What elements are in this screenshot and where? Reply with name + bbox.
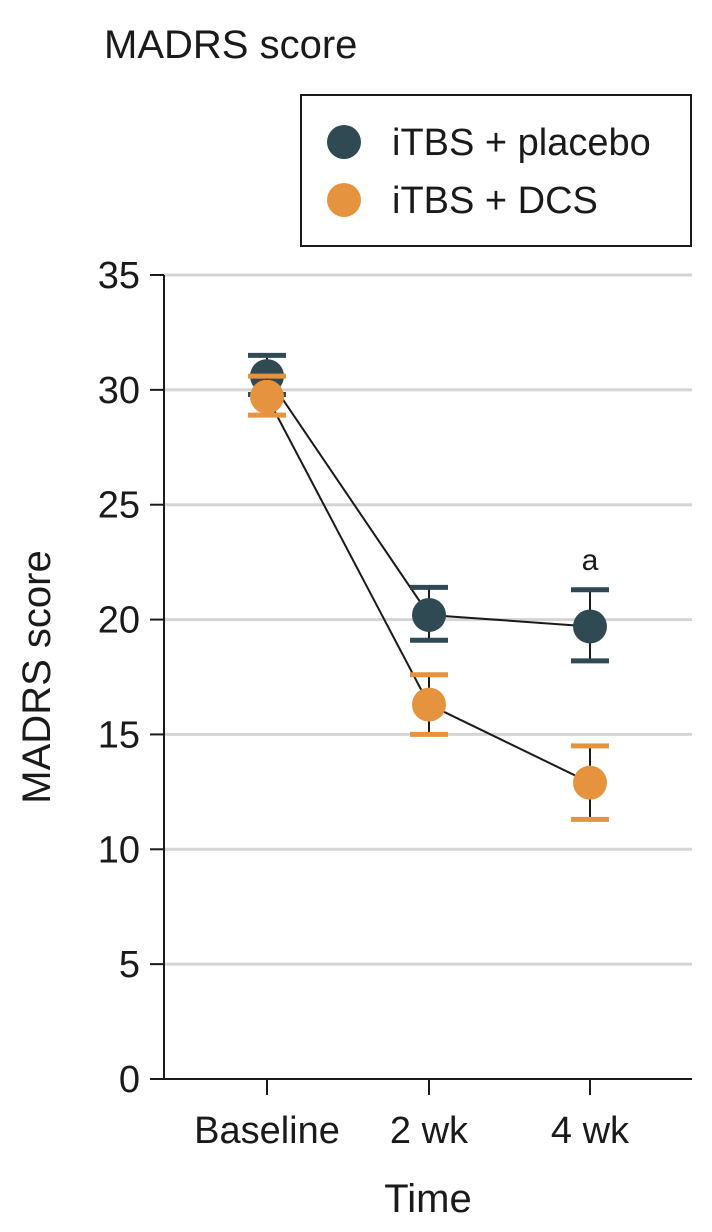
legend: iTBS + placebo iTBS + DCS [300, 94, 692, 247]
x-axis-ticks: Baseline 2 wk 4 wk [194, 1079, 630, 1152]
y-axis-label: MADRS score [15, 550, 59, 803]
data-point [412, 597, 446, 632]
data-point [573, 609, 607, 644]
y-tick-label: 5 [119, 944, 140, 986]
legend-marker [327, 125, 361, 159]
y-tick-label: 10 [98, 829, 140, 871]
data-series [248, 352, 609, 822]
data-point [573, 765, 607, 800]
y-tick-label: 30 [98, 370, 140, 412]
x-tick-label: 4 wk [551, 1110, 630, 1152]
y-tick-label: 35 [98, 255, 140, 297]
data-point [250, 379, 284, 414]
y-tick-label: 15 [98, 714, 140, 756]
y-tick-label: 25 [98, 485, 140, 527]
series-group [248, 373, 609, 822]
annotations: a [582, 544, 599, 577]
legend-label: iTBS + placebo [392, 122, 651, 164]
legend-marker [327, 183, 361, 217]
chart-title: MADRS score [104, 23, 357, 67]
y-tick-label: 20 [98, 600, 140, 642]
legend-label: iTBS + DCS [392, 180, 598, 222]
legend-box [300, 94, 692, 247]
x-tick-label: Baseline [194, 1110, 340, 1152]
series-group [248, 352, 609, 664]
significance-annotation: a [582, 544, 599, 577]
x-tick-label: 2 wk [390, 1110, 469, 1152]
y-tick-label: 0 [119, 1059, 140, 1101]
data-point [412, 687, 446, 722]
y-axis-ticks: 0 5 10 15 20 25 30 35 [98, 255, 164, 1101]
x-axis-label: Time [384, 1177, 471, 1221]
